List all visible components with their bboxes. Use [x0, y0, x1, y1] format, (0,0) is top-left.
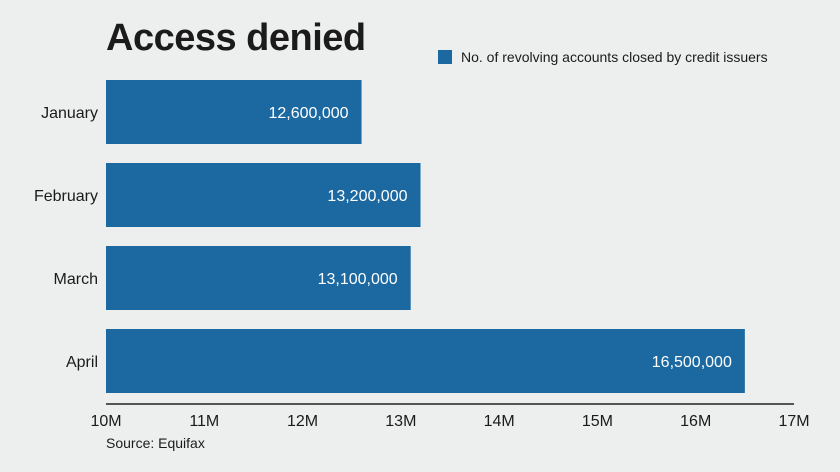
- x-tick-label: 14M: [484, 413, 515, 430]
- x-tick-label: 12M: [287, 413, 318, 430]
- x-tick-label: 15M: [582, 413, 613, 430]
- x-tick-label: 11M: [189, 413, 219, 430]
- category-label: January: [41, 105, 98, 122]
- x-tick-label: 10M: [90, 413, 121, 430]
- bar-value-label: 13,200,000: [327, 188, 407, 205]
- category-label: February: [34, 188, 98, 205]
- source-note: Source: Equifax: [106, 435, 205, 451]
- bar-value-label: 13,100,000: [318, 271, 398, 288]
- labels-layer: January 12,600,000 February 13,200,000 March…: [34, 105, 732, 371]
- x-axis: 10M 11M 12M 13M 14M 15M 16M 17M: [90, 403, 810, 430]
- legend-label: No. of revolving accounts closed by cred…: [461, 49, 768, 65]
- bars-layer: [106, 80, 745, 393]
- bar-january: [106, 80, 362, 144]
- chart-title: Access denied: [106, 17, 366, 59]
- bar-february: [106, 163, 421, 227]
- chart-legend: No. of revolving accounts closed by cred…: [438, 49, 768, 65]
- x-tick-label: 16M: [680, 413, 711, 430]
- category-label: March: [54, 271, 98, 288]
- x-tick-label: 17M: [778, 413, 809, 430]
- category-label: April: [66, 354, 98, 371]
- bar-value-label: 12,600,000: [268, 105, 348, 122]
- bar-april: [106, 329, 745, 393]
- bar-value-label: 16,500,000: [652, 354, 732, 371]
- x-tick-label: 13M: [385, 413, 416, 430]
- legend-swatch: [438, 50, 452, 64]
- bar-march: [106, 246, 411, 310]
